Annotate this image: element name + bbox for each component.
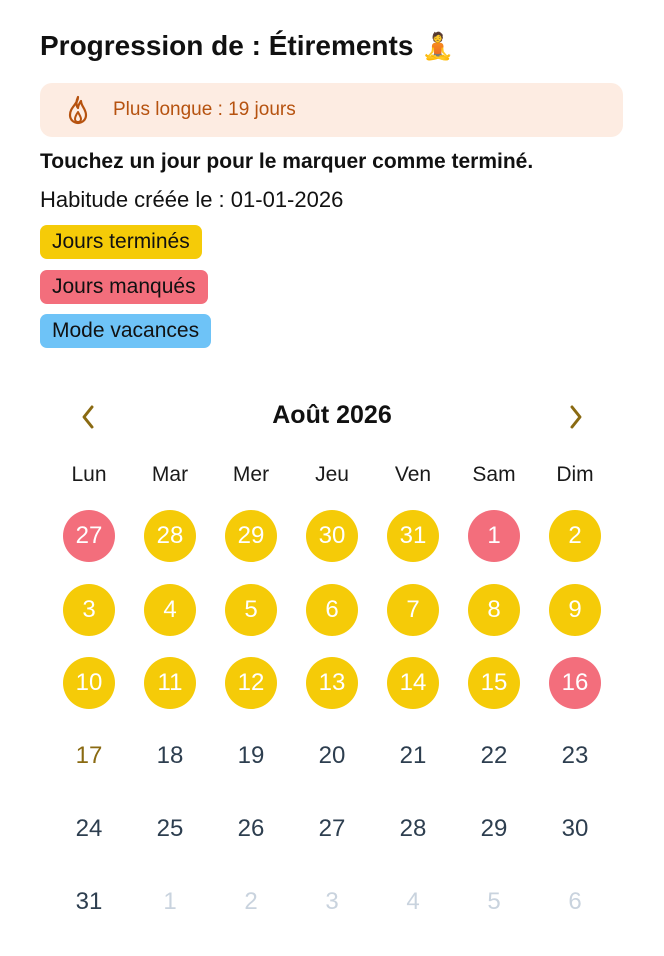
calendar-day-other: 3	[325, 888, 339, 915]
calendar-day-none[interactable]: 22	[480, 742, 508, 769]
calendar-day-done[interactable]: 29	[225, 510, 277, 562]
calendar-day-none[interactable]: 27	[318, 815, 346, 842]
legend-completed-days: Jours terminés	[40, 225, 202, 259]
weekday-label: Mer	[232, 463, 270, 486]
calendar-day-done[interactable]: 31	[387, 510, 439, 562]
weekday-label: Sam	[472, 463, 516, 486]
chevron-right-icon	[570, 405, 582, 429]
calendar-day-other: 1	[163, 888, 177, 915]
weekday-label: Dim	[556, 463, 594, 486]
calendar-day-none[interactable]: 23	[561, 742, 589, 769]
flame-icon	[68, 95, 88, 125]
longest-streak-text: Plus longue : 19 jours	[113, 99, 296, 120]
meditation-emoji-icon: 🧘	[421, 30, 454, 61]
calendar-day-none[interactable]: 26	[237, 815, 265, 842]
calendar-day-done[interactable]: 4	[144, 584, 196, 636]
weekday-label: Jeu	[315, 463, 349, 486]
calendar-day-missed[interactable]: 16	[549, 657, 601, 709]
calendar-day-done[interactable]: 11	[144, 657, 196, 709]
calendar-day-none[interactable]: 21	[399, 742, 427, 769]
calendar-day-done[interactable]: 28	[144, 510, 196, 562]
calendar-day-done[interactable]: 6	[306, 584, 358, 636]
weekday-label: Ven	[394, 463, 432, 486]
calendar-day-done[interactable]: 14	[387, 657, 439, 709]
longest-streak-banner: Plus longue : 19 jours	[40, 83, 623, 137]
instruction-text: Touchez un jour pour le marquer comme te…	[40, 150, 534, 173]
calendar-day-none[interactable]: 18	[156, 742, 184, 769]
calendar-day-done[interactable]: 8	[468, 584, 520, 636]
calendar-day-none[interactable]: 24	[75, 815, 103, 842]
calendar-day-done[interactable]: 3	[63, 584, 115, 636]
calendar-day-other: 2	[244, 888, 258, 915]
calendar-day-other: 4	[406, 888, 420, 915]
previous-month-button[interactable]	[73, 400, 103, 434]
calendar-day-done[interactable]: 12	[225, 657, 277, 709]
habit-created-date: Habitude créée le : 01-01-2026	[40, 187, 344, 212]
calendar-day-missed[interactable]: 27	[63, 510, 115, 562]
calendar-day-done[interactable]: 10	[63, 657, 115, 709]
calendar-day-none[interactable]: 20	[318, 742, 346, 769]
calendar-day-none[interactable]: 28	[399, 815, 427, 842]
calendar-month-label: Août 2026	[272, 401, 392, 429]
weekday-label: Mar	[151, 463, 189, 486]
calendar-day-done[interactable]: 15	[468, 657, 520, 709]
calendar-day-done[interactable]: 7	[387, 584, 439, 636]
legend-missed-days: Jours manqués	[40, 270, 208, 304]
calendar-day-done[interactable]: 5	[225, 584, 277, 636]
calendar-day-done[interactable]: 2	[549, 510, 601, 562]
calendar-day-missed[interactable]: 1	[468, 510, 520, 562]
calendar-day-none[interactable]: 19	[237, 742, 265, 769]
calendar-day-none[interactable]: 29	[480, 815, 508, 842]
chevron-left-icon	[82, 405, 94, 429]
calendar-day-other: 5	[487, 888, 501, 915]
calendar-day-other: 6	[568, 888, 582, 915]
calendar-day-done[interactable]: 9	[549, 584, 601, 636]
next-month-button[interactable]	[561, 400, 591, 434]
calendar-day-today[interactable]: 17	[75, 742, 103, 769]
calendar-day-none[interactable]: 25	[156, 815, 184, 842]
page-title-text: Progression de : Étirements	[40, 30, 414, 61]
calendar-day-none[interactable]: 30	[561, 815, 589, 842]
page-title: Progression de : Étirements 🧘	[40, 30, 454, 62]
calendar-day-done[interactable]: 13	[306, 657, 358, 709]
legend-vacation-mode: Mode vacances	[40, 314, 212, 348]
calendar-day-none[interactable]: 31	[75, 888, 103, 915]
weekday-label: Lun	[71, 463, 107, 486]
calendar-day-done[interactable]: 30	[306, 510, 358, 562]
